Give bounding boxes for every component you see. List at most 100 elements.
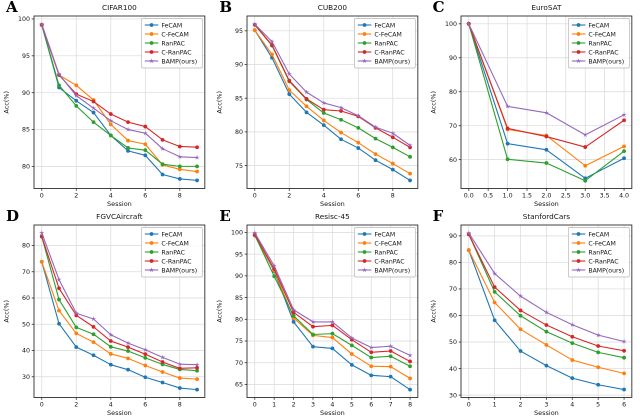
svg-text:Resisc-45: Resisc-45 (315, 212, 350, 221)
svg-text:C-FeCAM: C-FeCAM (588, 240, 615, 247)
svg-text:4: 4 (331, 401, 335, 408)
svg-text:FeCAM: FeCAM (375, 231, 396, 238)
svg-text:100: 100 (18, 16, 30, 23)
svg-text:0: 0 (466, 401, 470, 408)
svg-text:C-RanPAC: C-RanPAC (161, 258, 191, 265)
svg-text:4: 4 (109, 401, 113, 408)
svg-text:2: 2 (288, 192, 292, 199)
panel-cub200: B 0 2 4 6 8 75 80 85 90 95 CUB200 Session Acc(%) FeCA… (213, 0, 426, 209)
svg-text:70: 70 (449, 286, 457, 293)
svg-text:65: 65 (235, 381, 243, 388)
svg-text:70: 70 (22, 268, 30, 275)
svg-text:Acc(%): Acc(%) (429, 299, 437, 322)
svg-text:RanPAC: RanPAC (588, 249, 612, 256)
svg-text:90: 90 (449, 55, 457, 62)
svg-text:FeCAM: FeCAM (588, 22, 609, 29)
svg-text:90: 90 (22, 90, 30, 97)
svg-text:4: 4 (109, 192, 113, 199)
svg-text:80: 80 (449, 259, 457, 266)
svg-text:RanPAC: RanPAC (588, 40, 612, 47)
svg-text:80: 80 (235, 316, 243, 323)
svg-text:2: 2 (518, 401, 522, 408)
svg-text:50: 50 (22, 321, 30, 328)
svg-text:FGVCAircraft: FGVCAircraft (96, 212, 143, 221)
svg-text:70: 70 (449, 123, 457, 130)
svg-text:3: 3 (544, 401, 548, 408)
svg-text:0: 0 (40, 192, 44, 199)
svg-text:4.0: 4.0 (619, 192, 629, 199)
svg-text:C-RanPAC: C-RanPAC (588, 49, 618, 56)
svg-text:2: 2 (292, 401, 296, 408)
svg-text:0: 0 (253, 401, 257, 408)
svg-text:70: 70 (235, 359, 243, 366)
svg-text:6: 6 (370, 401, 374, 408)
svg-text:Session: Session (320, 408, 345, 416)
svg-text:C-RanPAC: C-RanPAC (375, 258, 405, 265)
svg-text:4: 4 (570, 401, 574, 408)
svg-text:C-FeCAM: C-FeCAM (161, 240, 188, 247)
svg-text:RanPAC: RanPAC (375, 40, 399, 47)
svg-text:80: 80 (235, 129, 243, 136)
svg-text:BAMP(ours): BAMP(ours) (161, 267, 197, 274)
svg-text:85: 85 (235, 294, 243, 301)
svg-text:80: 80 (22, 242, 30, 249)
svg-text:C-FeCAM: C-FeCAM (375, 240, 402, 247)
svg-text:Session: Session (534, 200, 559, 208)
svg-text:2.0: 2.0 (541, 192, 551, 199)
svg-text:80: 80 (22, 164, 30, 171)
panel-label: C (432, 0, 445, 16)
svg-text:StanfordCars: StanfordCars (522, 212, 570, 221)
panel-label: B (219, 0, 233, 16)
svg-text:3.5: 3.5 (599, 192, 609, 199)
svg-text:100: 100 (231, 229, 243, 236)
panel-label: A (6, 0, 18, 16)
svg-text:90: 90 (449, 233, 457, 240)
svg-text:90: 90 (235, 62, 243, 69)
svg-text:40: 40 (449, 365, 457, 372)
svg-text:60: 60 (449, 312, 457, 319)
svg-text:FeCAM: FeCAM (588, 231, 609, 238)
svg-text:2: 2 (74, 401, 78, 408)
svg-text:50: 50 (449, 339, 457, 346)
svg-text:1: 1 (273, 401, 277, 408)
svg-text:FeCAM: FeCAM (161, 231, 182, 238)
svg-text:Acc(%): Acc(%) (216, 91, 224, 114)
svg-text:FeCAM: FeCAM (161, 22, 182, 29)
svg-text:30: 30 (449, 392, 457, 399)
svg-text:8: 8 (178, 401, 182, 408)
svg-text:CUB200: CUB200 (318, 3, 348, 12)
svg-text:100: 100 (445, 21, 457, 28)
line-chart-fgvcaircraft: 0 2 4 6 8 30 40 50 60 70 80 FGVCAircraft Session Acc(… (2, 212, 206, 416)
svg-text:90: 90 (235, 273, 243, 280)
svg-text:0.5: 0.5 (483, 192, 493, 199)
svg-text:0.0: 0.0 (463, 192, 473, 199)
svg-text:75: 75 (235, 338, 243, 345)
svg-text:BAMP(ours): BAMP(ours) (375, 267, 411, 274)
svg-text:3.0: 3.0 (580, 192, 590, 199)
svg-text:2.5: 2.5 (560, 192, 570, 199)
svg-text:CIFAR100: CIFAR100 (102, 3, 137, 12)
svg-text:BAMP(ours): BAMP(ours) (161, 58, 197, 65)
svg-text:Acc(%): Acc(%) (2, 299, 10, 322)
svg-text:C-FeCAM: C-FeCAM (375, 31, 402, 38)
line-chart-eurosat: 0.0 0.5 1.0 1.5 2.0 2.5 3.0 3.5 4.0 60 70 80 90 100 Eu… (429, 3, 632, 208)
panel-label: F (432, 206, 444, 225)
svg-text:2: 2 (74, 192, 78, 199)
panel-fgvcaircraft: D 0 2 4 6 8 30 40 50 60 70 80 FGVCAircraft Session Ac… (0, 206, 213, 417)
line-chart-stanfordcars: 0 1 2 3 4 5 6 30 40 50 60 70 80 90 StanfordCars Session… (429, 212, 632, 416)
svg-text:6: 6 (143, 401, 147, 408)
svg-text:5: 5 (596, 401, 600, 408)
svg-text:80: 80 (449, 89, 457, 96)
panel-resisc45: E 0 1 2 3 4 5 6 7 8 65 70 75 80 85 90 95 100 Resisc-45 Ses… (213, 206, 426, 417)
panel-label: E (219, 206, 231, 225)
svg-text:40: 40 (22, 347, 30, 354)
svg-text:FeCAM: FeCAM (375, 22, 396, 29)
svg-text:3: 3 (311, 401, 315, 408)
svg-text:95: 95 (22, 53, 30, 60)
svg-text:6: 6 (622, 401, 626, 408)
svg-text:8: 8 (391, 192, 395, 199)
panel-label: D (6, 206, 20, 225)
svg-text:RanPAC: RanPAC (375, 249, 399, 256)
svg-text:6: 6 (357, 192, 361, 199)
